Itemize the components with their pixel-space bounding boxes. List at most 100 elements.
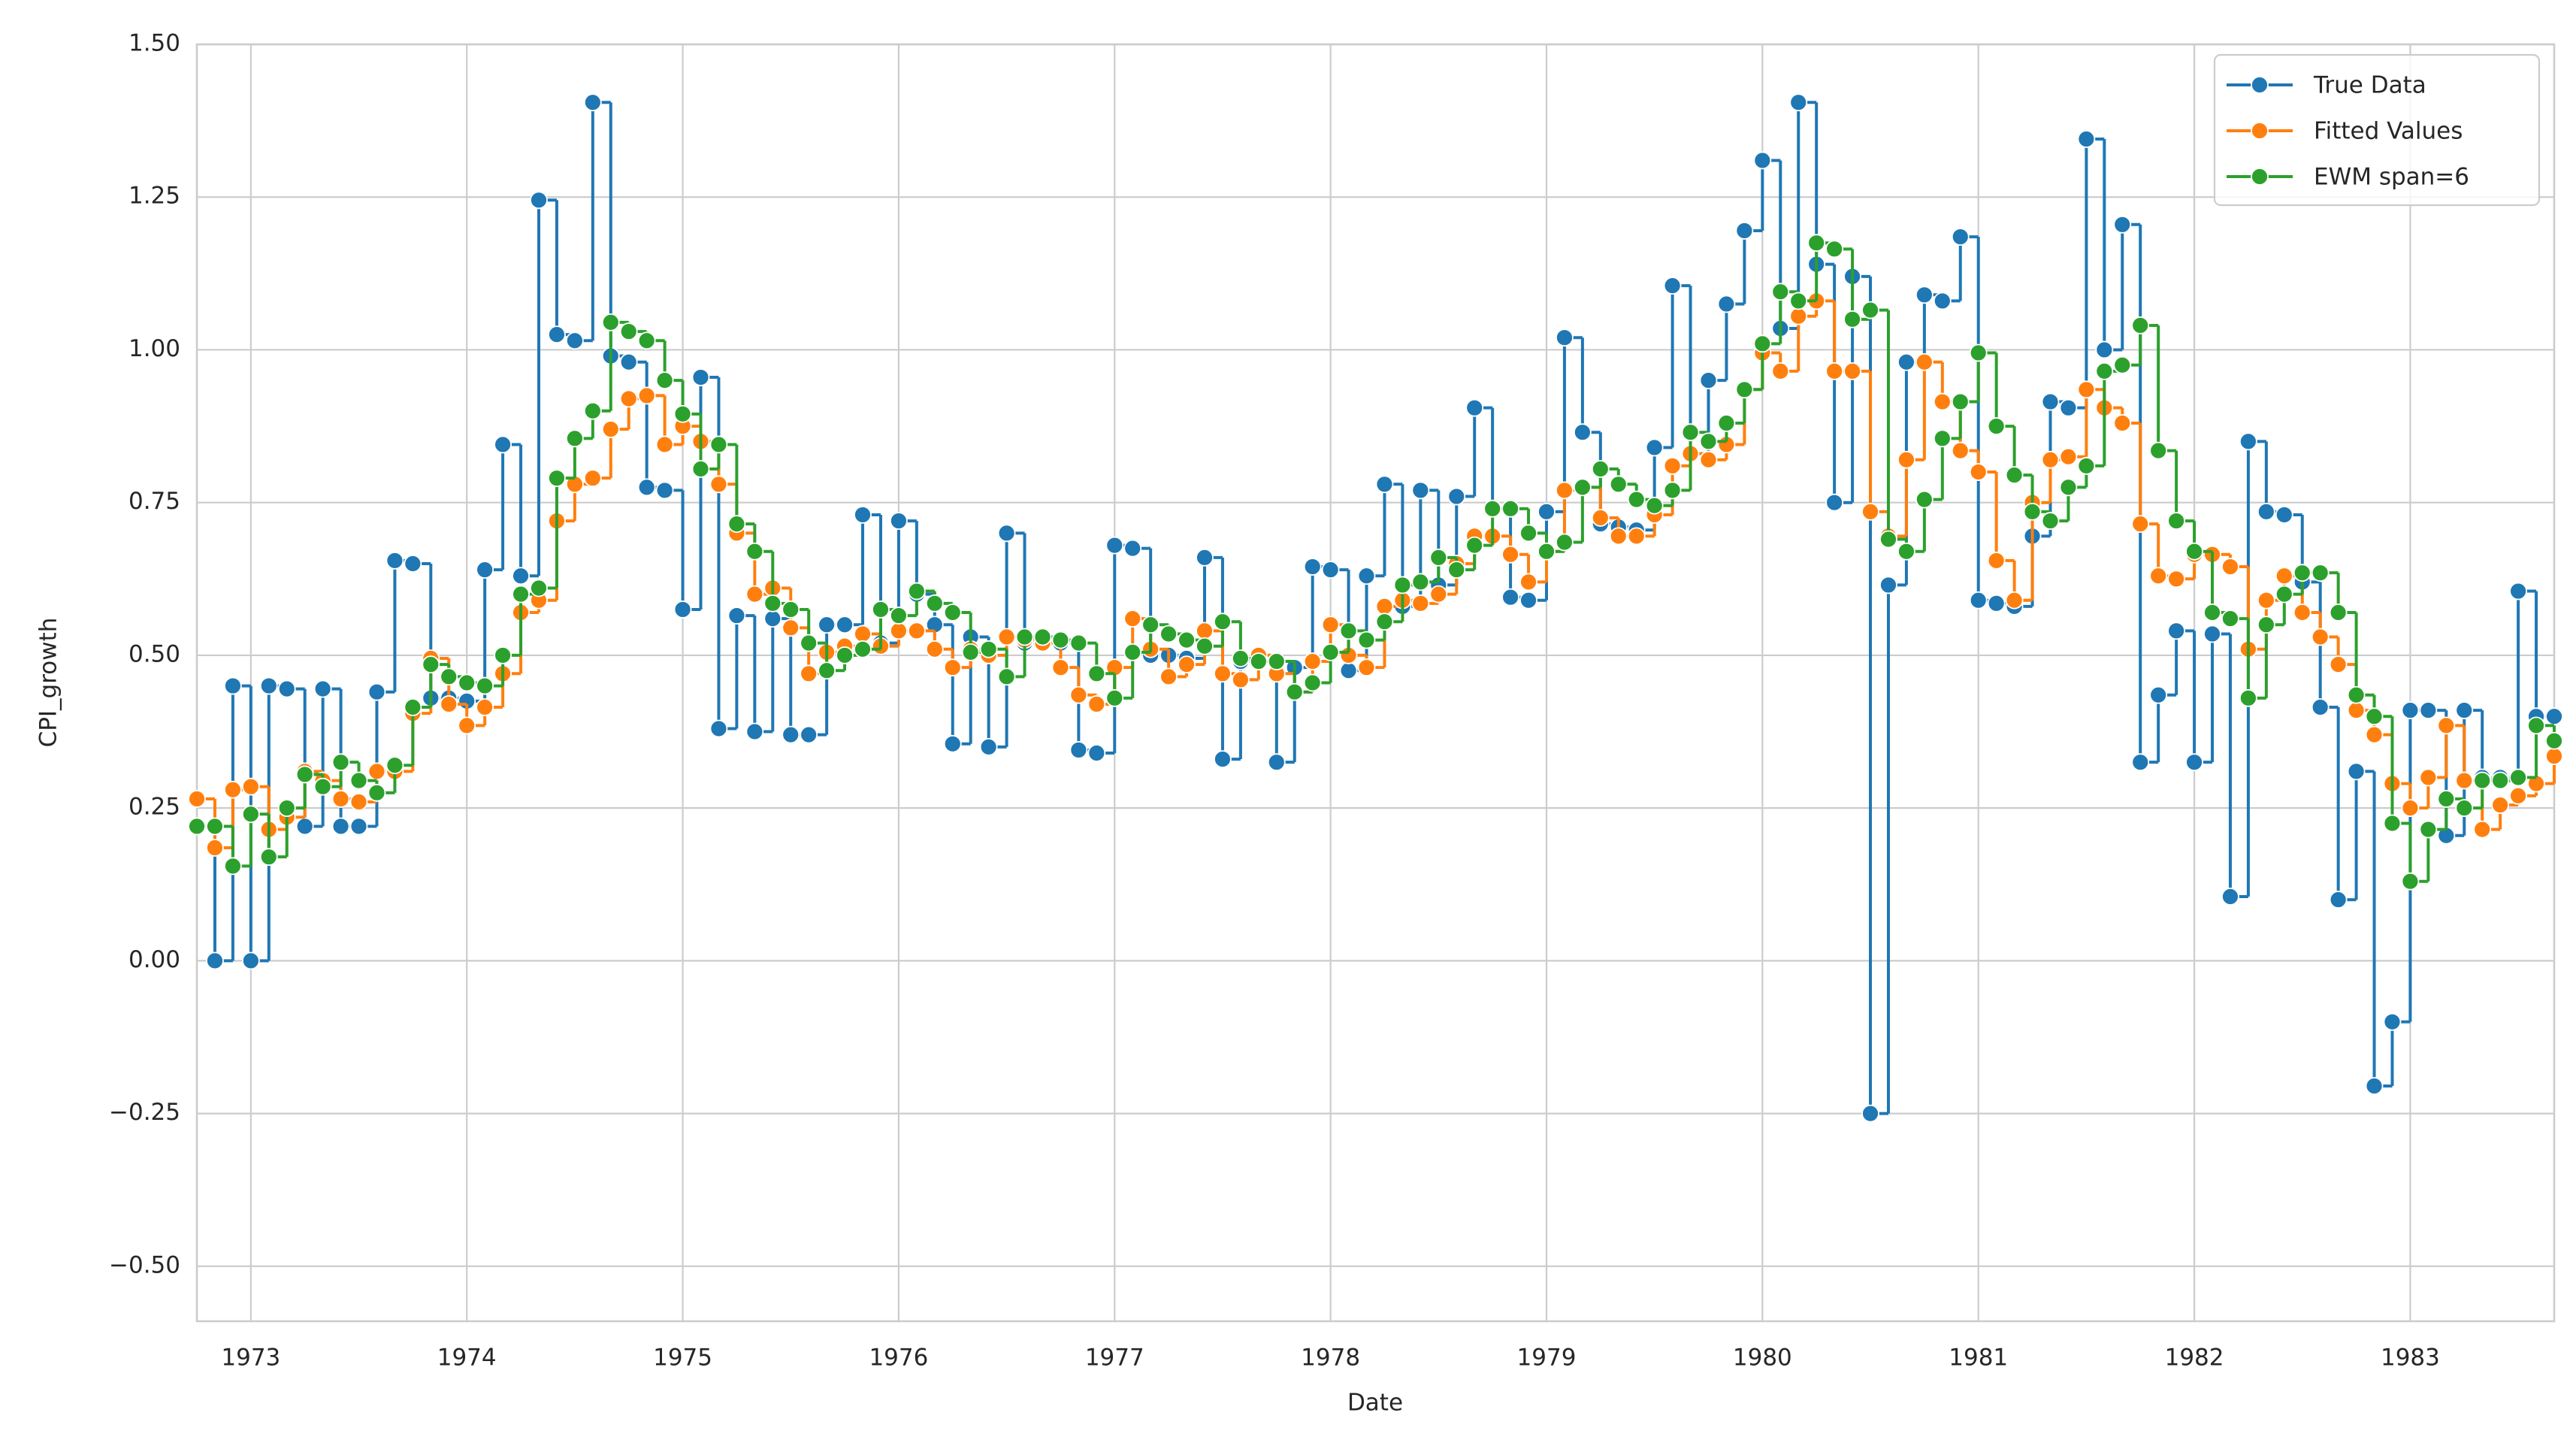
marker: [1591, 509, 1610, 527]
marker: [331, 790, 350, 808]
marker: [727, 607, 746, 625]
marker: [2149, 441, 2168, 460]
marker: [188, 790, 206, 808]
marker: [818, 661, 836, 680]
marker: [1987, 552, 2006, 570]
marker: [601, 313, 620, 331]
marker: [2401, 799, 2420, 818]
marker: [385, 756, 404, 775]
y-tick-label: 0.75: [128, 488, 180, 515]
marker: [1825, 493, 1844, 512]
marker: [2365, 725, 2384, 744]
marker: [2509, 786, 2528, 805]
marker: [709, 475, 728, 494]
marker: [1357, 658, 1376, 677]
marker: [1393, 576, 1412, 594]
x-tick-label: 1981: [1949, 1345, 2008, 1372]
marker: [1556, 481, 1574, 500]
marker: [1771, 362, 1790, 380]
marker: [1717, 295, 1736, 313]
marker: [2113, 414, 2132, 432]
marker: [1519, 524, 1537, 543]
marker: [691, 368, 710, 386]
marker: [1178, 655, 1196, 674]
marker: [349, 793, 368, 811]
marker: [422, 655, 440, 674]
y-tick-label: 0.50: [128, 640, 180, 667]
marker: [943, 734, 962, 753]
marker: [2059, 478, 2078, 497]
marker: [206, 839, 224, 857]
marker: [800, 634, 818, 652]
marker: [2527, 716, 2545, 735]
marker: [1897, 542, 1915, 561]
x-tick-label: 1974: [437, 1345, 497, 1372]
marker: [1285, 682, 1304, 701]
marker: [313, 777, 332, 796]
marker: [1069, 741, 1088, 759]
marker: [673, 600, 692, 619]
marker: [1915, 490, 1934, 509]
marker: [1861, 301, 1879, 319]
x-tick-label: 1980: [1733, 1345, 1792, 1372]
marker: [890, 512, 908, 530]
marker: [800, 664, 818, 683]
marker: [1232, 649, 1250, 667]
marker: [1483, 499, 1502, 518]
marker: [2221, 888, 2239, 906]
marker: [1825, 240, 1844, 259]
marker: [1951, 392, 1970, 411]
marker: [2113, 215, 2132, 234]
marker: [1214, 664, 1232, 683]
marker: [979, 640, 998, 658]
marker: [241, 777, 260, 796]
marker: [2329, 655, 2348, 674]
marker: [1933, 429, 1952, 448]
marker: [1969, 343, 1988, 362]
marker: [367, 783, 386, 802]
marker: [1843, 310, 1861, 328]
marker: [763, 610, 782, 628]
marker: [1573, 478, 1592, 497]
marker: [1178, 631, 1196, 649]
marker: [583, 93, 602, 112]
marker: [1753, 151, 1772, 170]
marker: [494, 646, 512, 664]
marker: [1447, 487, 1466, 506]
marker: [2077, 130, 2096, 148]
marker: [331, 817, 350, 836]
marker: [2239, 688, 2257, 707]
marker: [1825, 362, 1844, 380]
marker: [961, 643, 980, 661]
marker: [854, 625, 872, 643]
marker: [548, 325, 566, 344]
marker: [979, 737, 998, 756]
marker: [854, 506, 872, 524]
x-tick-label: 1979: [1517, 1345, 1577, 1372]
x-axis-label: Date: [1347, 1390, 1403, 1417]
marker: [2023, 502, 2042, 521]
marker: [530, 579, 548, 597]
marker: [1501, 545, 1519, 564]
marker: [1951, 441, 1970, 460]
legend-label: Fitted Values: [2314, 118, 2463, 145]
marker: [890, 607, 908, 625]
marker: [1969, 463, 1988, 481]
marker: [1663, 457, 1682, 475]
marker: [223, 676, 242, 695]
marker: [2131, 753, 2150, 772]
marker: [673, 404, 692, 423]
marker: [1160, 625, 1178, 643]
marker: [1465, 398, 1484, 417]
marker: [854, 640, 872, 658]
marker: [1663, 277, 1682, 295]
marker: [2545, 731, 2563, 750]
marker: [1609, 527, 1628, 546]
marker: [1033, 628, 1052, 646]
marker: [2095, 340, 2114, 359]
marker: [295, 765, 314, 784]
marker: [1645, 438, 1664, 457]
marker: [476, 698, 494, 716]
